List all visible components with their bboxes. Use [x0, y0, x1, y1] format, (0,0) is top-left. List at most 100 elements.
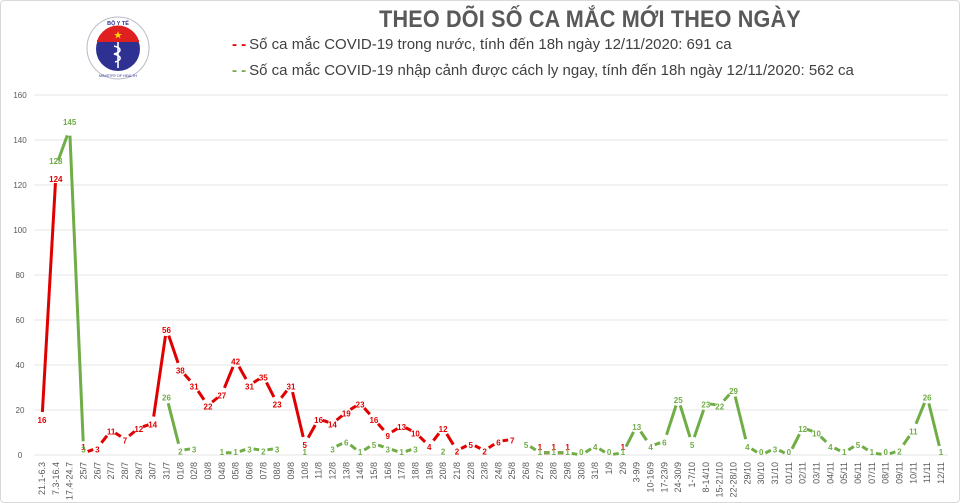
imported-line-segment — [639, 430, 648, 442]
x-tick-label: 12/11 — [936, 462, 946, 484]
domestic-line-segment — [322, 418, 329, 424]
domestic-data-label: 56 — [162, 326, 171, 335]
x-tick-label: 2/9 — [618, 462, 628, 475]
domestic-line-segment — [291, 391, 305, 438]
logo-text-top: BỘ Y TẾ — [107, 19, 129, 27]
domestic-data-label: 14 — [328, 421, 337, 430]
imported-line-segment — [778, 448, 786, 455]
imported-data-label: 6 — [344, 439, 349, 448]
x-tick-label: 09/8 — [286, 462, 296, 480]
x-tick-label: 18/8 — [410, 462, 420, 480]
x-tick-label: 04/8 — [217, 462, 227, 480]
imported-line-segment — [889, 450, 896, 456]
x-tick-label: 13/8 — [341, 462, 351, 480]
x-tick-label: 8-14/10 — [701, 462, 711, 493]
imported-data-label: 3 — [386, 445, 391, 454]
domestic-data-label: 16 — [38, 416, 47, 425]
imported-line-segment — [612, 451, 619, 456]
domestic-data-label: 23 — [356, 400, 365, 409]
imported-line-segment — [363, 445, 371, 452]
domestic-data-label: 6 — [496, 439, 501, 448]
imported-line-segment — [819, 435, 828, 444]
imported-line-segment — [56, 134, 69, 161]
imported-line-segment — [68, 135, 85, 442]
imported-line-segment — [764, 448, 772, 455]
domestic-data-label: 31 — [190, 382, 199, 391]
x-tick-label: 04/11 — [825, 462, 835, 484]
imported-data-label: 3 — [413, 445, 418, 454]
domestic-data-label: 16 — [314, 416, 323, 425]
domestic-line-segment — [223, 366, 235, 389]
x-tick-label: 05/11 — [839, 462, 849, 484]
x-tick-label: 05/8 — [231, 462, 241, 480]
domestic-line-segment — [376, 422, 385, 432]
domestic-line-segment — [211, 396, 219, 404]
imported-line-segment — [678, 405, 692, 438]
domestic-line-segment — [418, 435, 427, 444]
x-tick-label: 01/11 — [784, 462, 794, 484]
domestic-data-label: 19 — [342, 409, 351, 418]
imported-data-label: 5 — [690, 441, 695, 450]
imported-data-label: 3 — [330, 445, 335, 454]
domestic-line-segment — [167, 335, 180, 364]
imported-data-label: 11 — [909, 427, 918, 436]
imported-data-label: 1 — [399, 448, 404, 457]
imported-line-segment — [692, 409, 706, 438]
y-tick-label: 60 — [16, 316, 25, 325]
imported-data-label: 5 — [372, 441, 377, 450]
domestic-line-segment — [432, 432, 441, 442]
x-tick-label: 03/11 — [812, 462, 822, 484]
imported-line-segment — [847, 445, 855, 452]
imported-data-label: 1 — [220, 448, 225, 457]
imported-data-label: 4 — [745, 443, 750, 452]
imported-data-label: 1 — [358, 448, 363, 457]
x-tick-label: 21.1-6.3 — [37, 462, 47, 495]
domestic-line-segment — [142, 423, 149, 429]
imported-line-segment — [391, 448, 398, 453]
imported-data-label: 23 — [701, 400, 710, 409]
domestic-data-label: 2 — [455, 448, 460, 457]
domestic-line-segment — [349, 404, 357, 411]
imported-data-label: 12 — [798, 425, 807, 434]
x-tick-label: 01/8 — [175, 462, 185, 480]
imported-data-label: 1 — [303, 448, 308, 457]
domestic-data-label: 27 — [217, 391, 226, 400]
imported-line-segment — [529, 445, 537, 452]
imported-data-label: 5 — [524, 441, 529, 450]
imported-data-label: 1 — [939, 448, 944, 457]
imported-data-label: 0 — [759, 448, 764, 457]
imported-line-segment — [709, 402, 716, 407]
domestic-line-segment — [460, 444, 468, 450]
x-tick-label: 10-16/9 — [646, 462, 656, 493]
imported-data-label: 29 — [729, 387, 738, 396]
legend-label-domestic: Số ca mắc COVID-19 trong nước, tính đến … — [249, 36, 732, 53]
imported-data-label: 1 — [552, 448, 557, 457]
imported-data-label: 5 — [856, 441, 861, 450]
x-tick-label: 07/8 — [258, 462, 268, 480]
x-tick-label: 1/9 — [604, 462, 614, 475]
domestic-data-label: 9 — [386, 432, 391, 441]
x-tick-label: 08/8 — [272, 462, 282, 480]
y-tick-label: 20 — [16, 406, 25, 415]
y-tick-label: 0 — [18, 451, 23, 460]
imported-data-label: 1 — [565, 448, 570, 457]
y-tick-label: 80 — [16, 271, 25, 280]
imported-line-segment — [624, 431, 635, 448]
domestic-data-label: 1 — [565, 443, 570, 452]
imported-data-label: 4 — [593, 443, 598, 452]
imported-data-label: 22 — [715, 403, 724, 412]
x-tick-label: 31/7 — [161, 462, 171, 480]
x-tick-label: 02/11 — [798, 462, 808, 484]
imported-data-label: 26 — [162, 394, 171, 403]
imported-data-label: 25 — [674, 396, 683, 405]
imported-line-segment — [654, 441, 661, 447]
imported-data-label: 3 — [275, 445, 280, 454]
imported-data-label: 145 — [63, 118, 77, 127]
legend-item-domestic: - - Số ca mắc COVID-19 trong nước, tính đ… — [232, 36, 732, 53]
imported-line-segment — [239, 448, 246, 453]
domestic-line-segment — [40, 182, 57, 413]
x-tick-label: 10/11 — [908, 462, 918, 484]
legend-marker-domestic: - - — [232, 36, 247, 53]
y-tick-label: 100 — [13, 226, 27, 235]
